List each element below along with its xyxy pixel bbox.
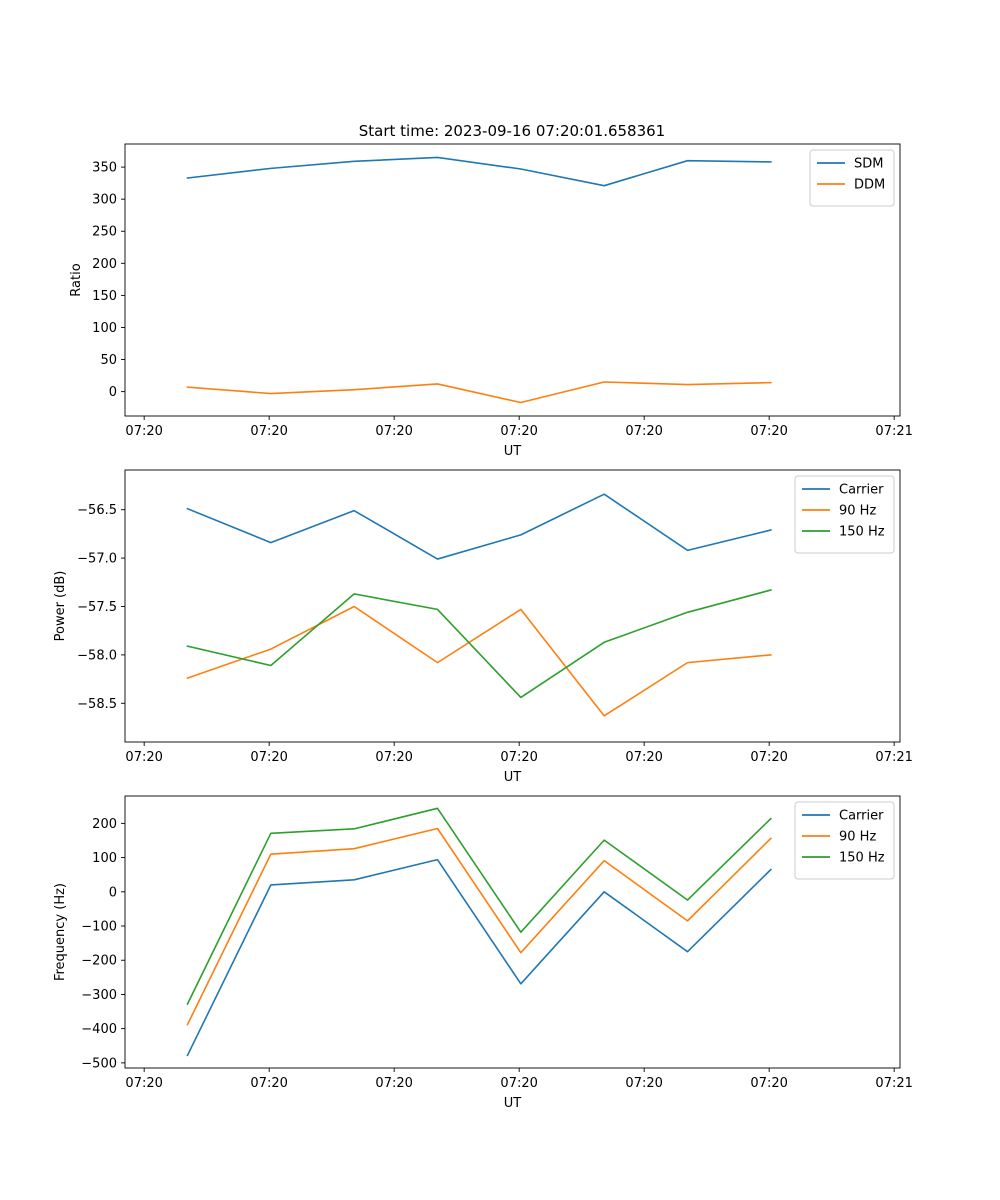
chart-2-legend-label: 90 Hz [839, 504, 876, 519]
chart-3-series-line-carrier [186, 858, 772, 1057]
chart-2-x-tick-label: 07:20 [250, 750, 287, 765]
chart-1-x-tick-label: 07:20 [750, 424, 787, 439]
chart-3-axes-frame [124, 795, 901, 1069]
chart-3-x-tick-label: 07:20 [250, 1076, 287, 1091]
chart-1-series-line-ddm [186, 381, 772, 404]
chart-2-x-tick-label: 07:20 [750, 750, 787, 765]
chart-3-y-tick-label: −100 [81, 920, 117, 935]
chart-1-x-tick-label: 07:20 [375, 424, 412, 439]
chart-2-series-line-carrier [186, 493, 772, 560]
chart-2-legend-label: 150 Hz [839, 525, 885, 540]
chart-1-y-tick-label: 0 [109, 385, 117, 400]
chart-3-legend-label: 150 Hz [839, 851, 885, 866]
chart-1-legend-label: DDM [854, 178, 885, 193]
chart-1-legend-box [809, 149, 895, 207]
chart-1-x-tick-label: 07:20 [500, 424, 537, 439]
chart-2-legend-box [794, 475, 895, 554]
chart-3-legend-label: 90 Hz [839, 830, 876, 845]
chart-1-x-tick-label: 07:20 [625, 424, 662, 439]
chart-3-x-tick-label: 07:20 [625, 1076, 662, 1091]
chart-2-y-tick-label: −56.5 [77, 503, 117, 518]
chart-3-legend-box [794, 801, 895, 880]
chart-1-legend-label: SDM [854, 157, 883, 172]
panels: 07:20 07:20 07:20 07:20 07:20 07:20 07:21 0 50 10… [53, 143, 913, 1111]
chart-3-x-tick-label: 07:20 [500, 1076, 537, 1091]
chart-2-y-tick-label: −58.5 [77, 697, 117, 712]
chart-2-x-tick-label: 07:21 [875, 750, 912, 765]
chart-3-x-tick-label: 07:20 [375, 1076, 412, 1091]
chart-2-axes-frame [124, 469, 901, 743]
chart-2: 07:20 07:20 07:20 07:20 07:20 07:20 07:21 −58.5… [53, 469, 913, 785]
chart-2-series-line-150-hz [186, 589, 772, 699]
chart-3-legend: Carrier 90 Hz 150 Hz [794, 801, 895, 880]
chart-2-x-tick-label: 07:20 [125, 750, 162, 765]
chart-3-y-tick-label: 200 [92, 817, 117, 832]
chart-1-y-tick-label: 150 [92, 289, 117, 304]
chart-3-x-axis-label: UT [504, 1096, 522, 1111]
chart-3-y-axis-label: Frequency (Hz) [53, 883, 68, 981]
chart-1-y-tick-label: 200 [92, 257, 117, 272]
chart-3-y-tick-label: 100 [92, 851, 117, 866]
chart-2-series-line-90-hz [186, 605, 772, 717]
chart-2-legend: Carrier 90 Hz 150 Hz [794, 475, 895, 554]
chart-3-x-tick-label: 07:20 [125, 1076, 162, 1091]
chart-1-y-tick-label: 50 [100, 353, 117, 368]
chart-3-y-tick-label: −500 [81, 1056, 117, 1071]
chart-1-y-axis-label: Ratio [69, 263, 84, 296]
chart-3-legend-label: Carrier [839, 809, 884, 824]
chart-3-y-tick-label: −400 [81, 1022, 117, 1037]
chart-1-y-tick-label: 350 [92, 161, 117, 176]
chart-1: 07:20 07:20 07:20 07:20 07:20 07:20 07:21 0 50 10… [69, 143, 913, 459]
chart-3-x-tick-label: 07:21 [875, 1076, 912, 1091]
chart-2-x-tick-label: 07:20 [375, 750, 412, 765]
chart-2-x-axis-label: UT [504, 770, 522, 785]
chart-1-y-tick-label: 100 [92, 321, 117, 336]
chart-1-y-tick-label: 250 [92, 225, 117, 240]
chart-3-y-tick-label: 0 [109, 885, 117, 900]
chart-2-x-tick-label: 07:20 [500, 750, 537, 765]
chart-2-y-tick-label: −57.5 [77, 600, 117, 615]
chart-1-x-tick-label: 07:20 [125, 424, 162, 439]
chart-2-legend-label: Carrier [839, 483, 884, 498]
chart-1-y-tick-label: 300 [92, 193, 117, 208]
chart-3-series-line-150-hz [186, 807, 772, 1006]
chart-3: 07:20 07:20 07:20 07:20 07:20 07:20 07:21 −500 −… [53, 795, 913, 1111]
chart-3-y-tick-label: −200 [81, 954, 117, 969]
chart-1-series-line-sdm [186, 156, 772, 187]
chart-1-axes-frame [124, 143, 901, 417]
chart-1-x-tick-label: 07:21 [875, 424, 912, 439]
chart-2-y-tick-label: −58.0 [77, 648, 117, 663]
chart-2-y-tick-label: −57.0 [77, 552, 117, 567]
chart-2-y-axis-label: Power (dB) [53, 571, 68, 642]
chart-2-x-tick-label: 07:20 [625, 750, 662, 765]
chart-3-x-tick-label: 07:20 [750, 1076, 787, 1091]
figure-title: Start time: 2023-09-16 07:20:01.658361 [359, 122, 665, 140]
chart-1-x-axis-label: UT [504, 444, 522, 459]
chart-3-series-line-90-hz [186, 827, 772, 1026]
chart-1-legend: SDM DDM [809, 149, 895, 207]
chart-1-x-tick-label: 07:20 [250, 424, 287, 439]
chart-3-y-tick-label: −300 [81, 988, 117, 1003]
